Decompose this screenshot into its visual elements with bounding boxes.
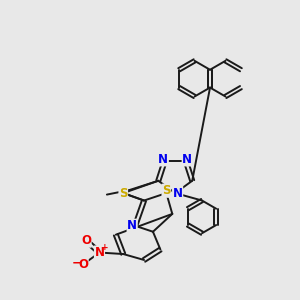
Text: N: N: [94, 246, 104, 259]
Text: N: N: [158, 153, 168, 166]
Text: N: N: [182, 153, 192, 166]
Text: N: N: [172, 187, 183, 200]
Text: N: N: [127, 219, 137, 232]
Text: O: O: [78, 258, 88, 271]
Text: O: O: [81, 234, 91, 247]
Text: +: +: [101, 243, 109, 252]
Text: S: S: [162, 184, 171, 197]
Text: S: S: [119, 187, 128, 200]
Text: −: −: [71, 256, 82, 269]
